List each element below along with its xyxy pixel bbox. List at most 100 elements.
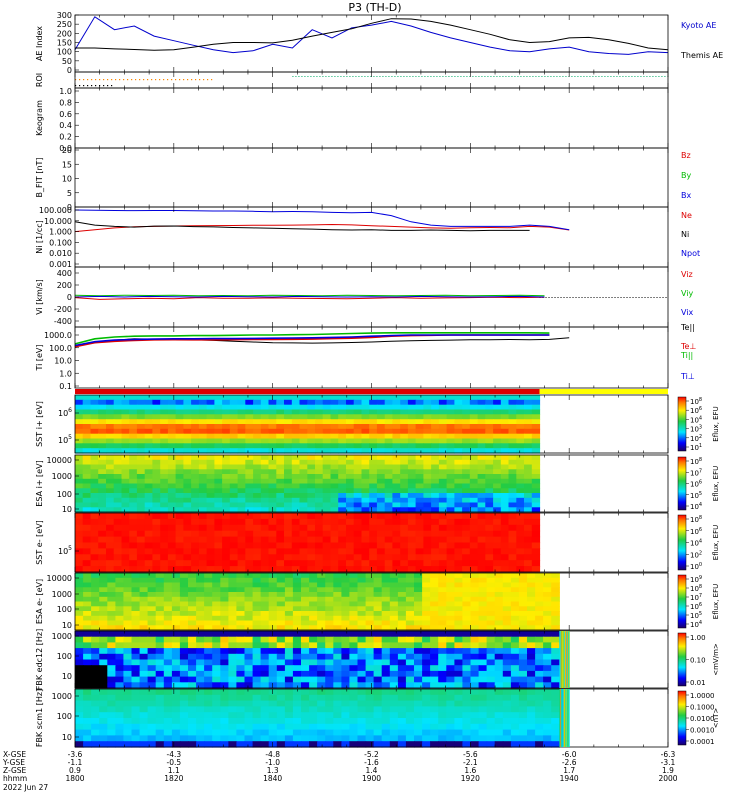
sst_i-cell: [82, 404, 91, 411]
sst_i-cell: [136, 433, 146, 440]
fbk_e-cell: [220, 636, 229, 643]
esa_e-cell: [301, 596, 310, 603]
fbk_b-cell: [389, 741, 399, 748]
esa_i-cell: [500, 474, 510, 480]
fbk_b-cell: [381, 700, 391, 707]
esa_e-cell: [179, 620, 189, 626]
esa_i-cell: [245, 455, 254, 461]
esa_i-cell: [268, 488, 277, 494]
sst_i-cell: [237, 404, 246, 411]
esa_e-cell: [405, 615, 415, 622]
fbk_b-cell: [123, 735, 133, 742]
fbk_e-cell: [543, 642, 552, 649]
sst_i-cell: [90, 395, 99, 401]
fbk_b-cell: [446, 700, 455, 707]
fbk_b-cell: [543, 706, 552, 713]
fbk_b-cell: [341, 689, 351, 696]
sst_i-cell: [500, 438, 510, 444]
sst_e-cell: [376, 542, 386, 549]
fbk_b-cell: [438, 689, 447, 696]
fbk_b-cell: [123, 694, 133, 702]
sst_i-cell: [167, 428, 177, 435]
fbk_e-cell: [123, 648, 133, 655]
fbk_e-cell: [244, 653, 254, 661]
esa_e-cell: [99, 587, 108, 593]
sst_i-cell: [222, 399, 231, 406]
esa_e-cell: [422, 592, 431, 598]
esa_i-cell: [276, 478, 285, 485]
esa_i-cell: [384, 488, 393, 494]
fbk_b-cell: [543, 729, 552, 736]
esa_e-cell: [244, 611, 254, 617]
fbk_e-cell: [115, 659, 125, 666]
fbk_e-cell: [292, 648, 302, 655]
sst_i-cell: [423, 395, 432, 401]
sst_i-cell: [438, 438, 448, 444]
sst_i-cell: [222, 428, 231, 435]
sst_e-cell: [392, 554, 401, 561]
fbk_b-cell: [91, 700, 100, 707]
esa_i-cell: [75, 459, 84, 466]
roi-dot: [601, 76, 603, 77]
fbk_b-cell: [422, 729, 431, 736]
fbk_e-cell: [276, 676, 286, 683]
esa_e-cell: [462, 611, 472, 617]
sst_e-cell: [98, 566, 107, 573]
sst_i-ytick-label: 106: [58, 407, 72, 418]
fbk_b-cell: [91, 712, 100, 719]
fbk_b-cell: [131, 700, 141, 707]
sst_i-cell: [493, 433, 502, 440]
esa_i-cell: [284, 502, 293, 508]
esa_e-cell: [196, 577, 205, 584]
fbk_e-cell: [260, 653, 270, 661]
sst_e-cell: [245, 542, 254, 549]
fbk_e-cell: [325, 665, 334, 672]
fbk_b-cell: [527, 718, 536, 725]
sst_e-cell: [98, 548, 107, 555]
esa_i-cell: [369, 507, 378, 513]
fbk_e-cell: [414, 682, 423, 689]
fbk_b-cell: [83, 700, 92, 707]
vi-zero-dot: [617, 297, 619, 298]
esa_i-cell: [330, 455, 339, 461]
fbk_e-cell: [99, 631, 108, 638]
fbk_b-cell: [518, 694, 528, 702]
fbk_b-cell: [268, 689, 278, 696]
esa_i-cell: [415, 469, 424, 475]
esa_i-cell: [82, 488, 91, 494]
fbk_e-cell: [462, 653, 472, 661]
fbk_e-cell: [527, 670, 536, 678]
fbk_e-cell: [284, 659, 294, 666]
sst_i-cell: [237, 409, 246, 415]
fbk_e-cell: [373, 631, 383, 638]
fbk_e-cell: [83, 682, 92, 689]
fbk_b-cell: [422, 694, 431, 702]
esa_e-cell: [147, 611, 157, 617]
sst_i-cell: [113, 448, 122, 454]
sst_i-cell: [353, 399, 362, 406]
sst_i-cell: [129, 414, 138, 420]
esa_e-cell: [171, 606, 181, 612]
sst_e-cell: [82, 554, 91, 561]
fbk_b-cell: [99, 735, 108, 742]
fbk_e-cell: [139, 648, 149, 655]
esa_e-cell: [357, 620, 367, 626]
fbk_e-cell: [196, 670, 205, 678]
sst_i-cell: [82, 438, 91, 444]
fbk_b-cell: [397, 741, 407, 748]
esa_i-cell: [206, 459, 215, 466]
sst_i-cell: [75, 404, 84, 411]
legend-ne: Ne: [681, 211, 692, 220]
sst_e-cell: [307, 560, 316, 567]
sst_i-cell: [183, 438, 192, 444]
fbk_b-cell: [486, 689, 496, 696]
roi-dot: [574, 76, 576, 77]
esa_e-cell: [228, 625, 238, 631]
sst_i-cell: [438, 395, 448, 401]
esa_e-cell: [139, 615, 149, 622]
esa_e-cell: [333, 592, 342, 598]
sst_i-cell: [276, 404, 285, 411]
esa_i-cell: [106, 493, 115, 499]
esa_e-cell: [414, 606, 423, 612]
esa_i-cell: [524, 464, 533, 470]
